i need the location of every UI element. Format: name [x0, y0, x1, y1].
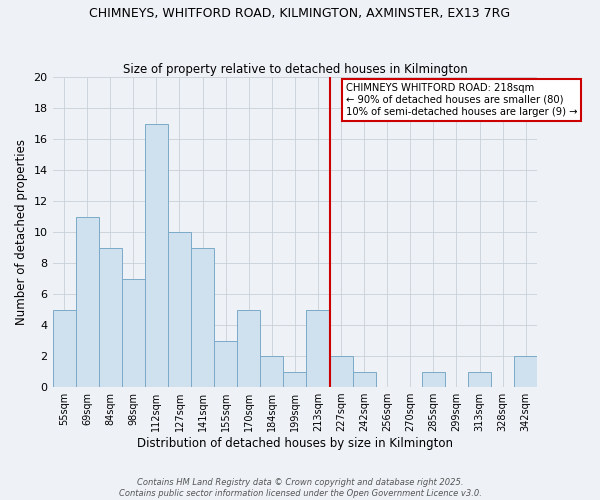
Bar: [260, 356, 283, 387]
Bar: [122, 278, 145, 387]
Bar: [53, 310, 76, 387]
X-axis label: Distribution of detached houses by size in Kilmington: Distribution of detached houses by size …: [137, 437, 453, 450]
Bar: [99, 248, 122, 387]
Bar: [353, 372, 376, 387]
Text: CHIMNEYS, WHITFORD ROAD, KILMINGTON, AXMINSTER, EX13 7RG: CHIMNEYS, WHITFORD ROAD, KILMINGTON, AXM…: [89, 8, 511, 20]
Bar: [468, 372, 491, 387]
Bar: [168, 232, 191, 387]
Bar: [514, 356, 537, 387]
Bar: [214, 340, 237, 387]
Y-axis label: Number of detached properties: Number of detached properties: [15, 139, 28, 325]
Bar: [283, 372, 307, 387]
Bar: [237, 310, 260, 387]
Bar: [145, 124, 168, 387]
Bar: [329, 356, 353, 387]
Text: Contains HM Land Registry data © Crown copyright and database right 2025.
Contai: Contains HM Land Registry data © Crown c…: [119, 478, 481, 498]
Title: Size of property relative to detached houses in Kilmington: Size of property relative to detached ho…: [122, 63, 467, 76]
Text: CHIMNEYS WHITFORD ROAD: 218sqm
← 90% of detached houses are smaller (80)
10% of : CHIMNEYS WHITFORD ROAD: 218sqm ← 90% of …: [346, 84, 577, 116]
Bar: [422, 372, 445, 387]
Bar: [76, 216, 99, 387]
Bar: [191, 248, 214, 387]
Bar: [307, 310, 329, 387]
